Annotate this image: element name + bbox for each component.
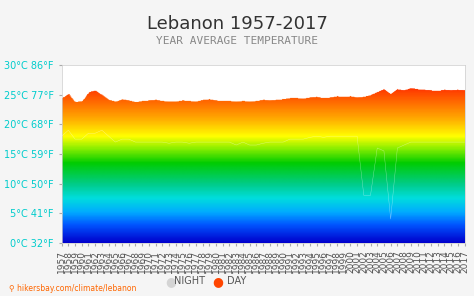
- Text: ⚲ hikersbay.com/climate/lebanon: ⚲ hikersbay.com/climate/lebanon: [9, 284, 137, 293]
- Text: YEAR AVERAGE TEMPERATURE: YEAR AVERAGE TEMPERATURE: [156, 36, 318, 46]
- Text: NIGHT: NIGHT: [174, 276, 205, 286]
- Text: Lebanon 1957-2017: Lebanon 1957-2017: [146, 15, 328, 33]
- Text: ●: ●: [213, 275, 223, 288]
- Text: ●: ●: [165, 275, 176, 288]
- Text: DAY: DAY: [228, 276, 246, 286]
